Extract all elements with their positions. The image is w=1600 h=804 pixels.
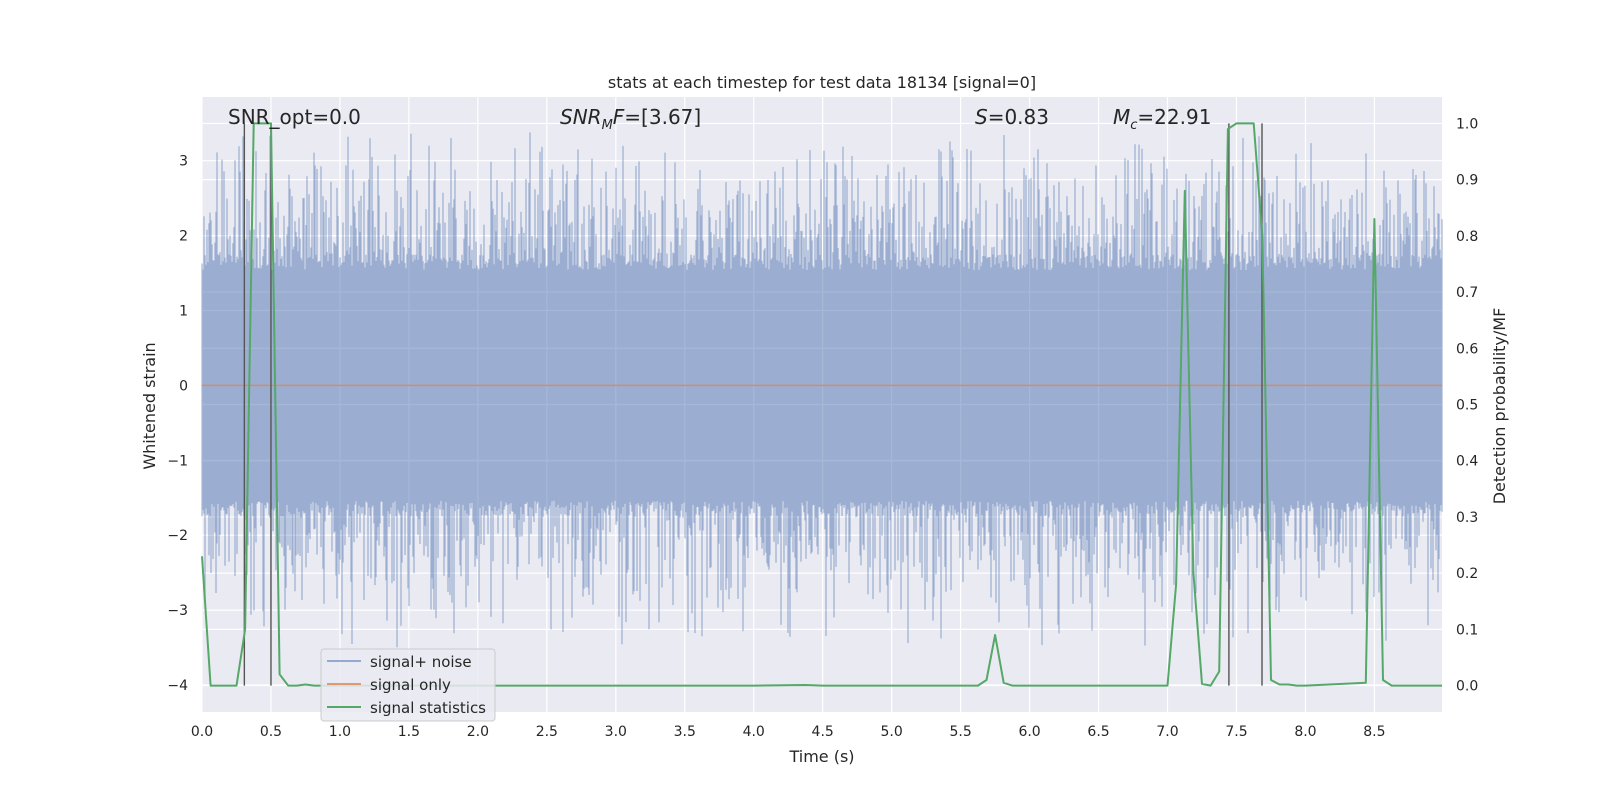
legend-label-signal-only: signal only: [370, 676, 451, 694]
y2-tick-label: 1.0: [1456, 116, 1478, 132]
y2-tick-labels: 0.0 0.1 0.2 0.3 0.4 0.5 0.6 0.7 0.8 0.9 1.0: [1456, 116, 1478, 694]
x-tick-label: 5.5: [949, 724, 971, 740]
annotation-snr-mf-suffix: =[3.67]: [624, 105, 701, 129]
chart-title: stats at each timestep for test data 181…: [608, 73, 1036, 92]
x-tick-labels: 0.0 0.5 1.0 1.5 2.0 2.5 3.0 3.5 4.0 4.5 5.0 5.5 6.0 6…: [191, 724, 1386, 740]
y-tick-label: 0: [179, 378, 188, 394]
y2-axis-label: Detection probability/MF: [1490, 308, 1509, 505]
y2-tick-label: 0.6: [1456, 341, 1478, 357]
y2-tick-label: 0.2: [1456, 566, 1478, 582]
x-tick-label: 3.0: [605, 724, 627, 740]
y-tick-label: 3: [179, 154, 188, 170]
annotation-mc-value: =22.91: [1137, 105, 1211, 129]
x-tick-label: 2.0: [467, 724, 489, 740]
x-tick-label: 8.5: [1363, 724, 1385, 740]
x-tick-label: 8.0: [1294, 724, 1316, 740]
series-signal-noise: [201, 132, 1443, 648]
y-tick-label: −3: [167, 603, 188, 619]
legend-label-signal-noise: signal+ noise: [370, 653, 472, 671]
x-tick-label: 1.0: [329, 724, 351, 740]
y-tick-label: −1: [167, 453, 188, 469]
x-tick-label: 4.5: [812, 724, 834, 740]
legend: signal+ noise signal only signal statist…: [320, 648, 496, 722]
x-axis-label: Time (s): [788, 747, 854, 766]
x-tick-label: 7.5: [1225, 724, 1247, 740]
legend-label-signal-statistics: signal statistics: [370, 699, 486, 717]
annotation-snr-mf: SNRMF=[3.67]: [560, 105, 701, 133]
annotation-s: S=0.83: [975, 105, 1049, 129]
annotation-snr-mf-sub: M: [602, 118, 613, 133]
x-tick-label: 7.0: [1156, 724, 1178, 740]
legend-box: [320, 648, 496, 722]
y-tick-label: 2: [179, 229, 188, 245]
y2-tick-label: 0.7: [1456, 285, 1478, 301]
x-tick-label: 5.0: [881, 724, 903, 740]
annotation-snr-mf-suffix-var: F: [613, 105, 625, 129]
x-tick-label: 4.0: [743, 724, 765, 740]
y2-tick-label: 0.8: [1456, 229, 1478, 245]
y2-tick-label: 0.9: [1456, 173, 1478, 189]
annotation-snr-mf-prefix: SNR: [560, 105, 602, 129]
x-tick-label: 2.5: [536, 724, 558, 740]
x-tick-label: 6.5: [1087, 724, 1109, 740]
y-tick-label: −2: [167, 528, 188, 544]
y2-tick-label: 0.5: [1456, 398, 1478, 414]
y2-tick-label: 0.4: [1456, 454, 1478, 470]
y2-tick-label: 0.3: [1456, 510, 1478, 526]
annotation-mc-sub: c: [1130, 118, 1137, 133]
y-tick-label: 1: [179, 303, 188, 319]
x-tick-label: 0.5: [260, 724, 282, 740]
series-signal-statistics: [201, 122, 1442, 687]
x-tick-label: 6.0: [1018, 724, 1040, 740]
y-tick-labels: −4 −3 −2 −1 0 1 2 3: [167, 154, 188, 694]
annotation-mc-var: M: [1113, 105, 1130, 129]
series-layer: [201, 122, 1443, 687]
annotation-s-var: S: [975, 105, 988, 129]
y2-tick-label: 0.0: [1456, 679, 1478, 695]
annotation-s-value: =0.83: [988, 105, 1049, 129]
annotation-mc: Mc=22.91: [1113, 105, 1211, 133]
y2-tick-label: 0.1: [1456, 622, 1478, 638]
annotation-snr-opt: SNR_opt=0.0: [228, 105, 361, 129]
x-tick-label: 1.5: [398, 724, 420, 740]
x-tick-label: 0.0: [191, 724, 213, 740]
y-tick-label: −4: [167, 678, 188, 694]
y-axis-label: Whitened strain: [140, 342, 159, 469]
x-tick-label: 3.5: [674, 724, 696, 740]
